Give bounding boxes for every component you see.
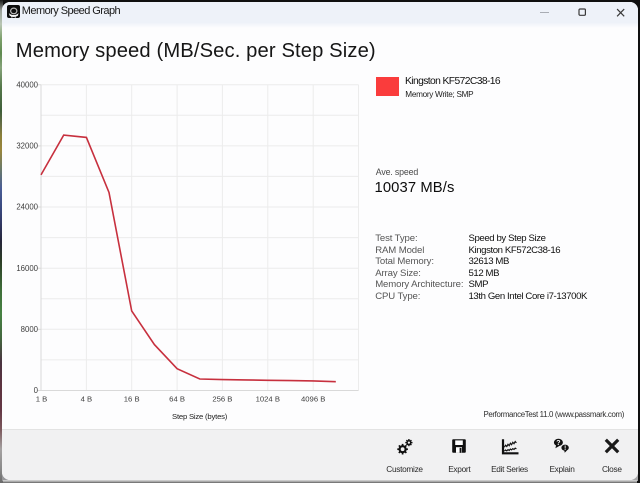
svg-text:!: ! — [564, 445, 566, 452]
svg-text:64 B: 64 B — [169, 394, 185, 403]
svg-text:8000: 8000 — [21, 325, 39, 334]
svg-text:16000: 16000 — [16, 264, 38, 273]
svg-text:24000: 24000 — [16, 203, 38, 212]
svg-text:0: 0 — [34, 386, 39, 395]
svg-text:16 B: 16 B — [124, 394, 140, 403]
svg-text:32000: 32000 — [16, 142, 38, 151]
svg-text:1024 B: 1024 B — [256, 394, 280, 403]
svg-text:40000: 40000 — [16, 80, 38, 89]
svg-text:256 B: 256 B — [212, 394, 232, 403]
svg-text:?: ? — [556, 440, 560, 447]
svg-text:4 B: 4 B — [81, 394, 93, 403]
svg-text:1 B: 1 B — [36, 394, 48, 403]
svg-text:4096 B: 4096 B — [301, 394, 325, 403]
svg-text:Step Size (bytes): Step Size (bytes) — [172, 412, 228, 421]
